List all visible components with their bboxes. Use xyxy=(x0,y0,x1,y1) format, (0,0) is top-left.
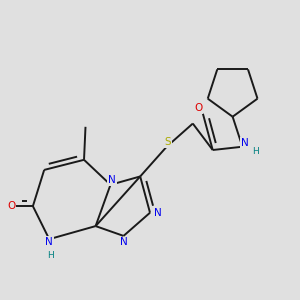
Text: N: N xyxy=(120,237,128,248)
Text: N: N xyxy=(108,175,116,185)
Text: H: H xyxy=(252,147,259,156)
Text: N: N xyxy=(241,138,249,148)
Text: S: S xyxy=(165,137,171,147)
Text: H: H xyxy=(47,251,53,260)
Text: N: N xyxy=(45,237,53,247)
Text: O: O xyxy=(194,103,202,113)
Text: N: N xyxy=(154,208,162,218)
Text: O: O xyxy=(7,201,15,211)
